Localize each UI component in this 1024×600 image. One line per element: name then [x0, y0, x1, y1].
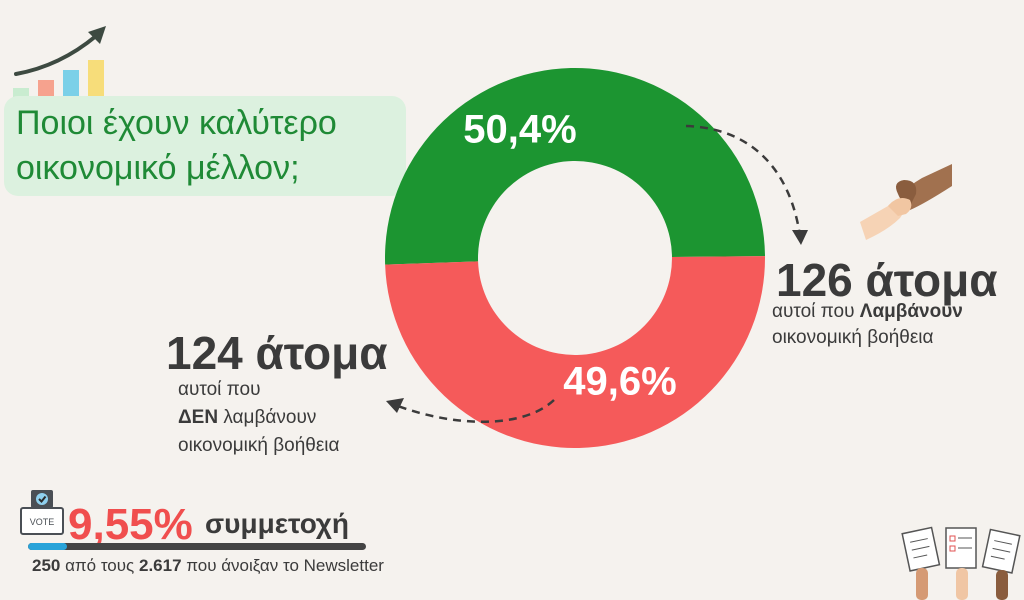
right-sub-bold: Λαμβάνουν [859, 301, 963, 322]
participation-note: 250 από τους 2.617 που άνοιξαν το Newsle… [32, 556, 384, 576]
left-sub-bold: ΔΕΝ [178, 407, 219, 428]
arrow-to-left-annotation [386, 398, 555, 423]
left-description: αυτοί που ΔΕΝ λαμβάνουν οικονομική βοήθε… [178, 376, 340, 460]
arrow-to-right-annotation [685, 124, 808, 245]
note-total: 2.617 [138, 556, 182, 575]
page-title: Ποιοι έχουν καλύτερο οικονομικό μέλλον; [16, 101, 416, 191]
helping-hand-icon [860, 164, 952, 240]
participation-progress-bar [28, 543, 366, 550]
slice-no-help [385, 256, 765, 448]
left-sub-line1: αυτοί που [178, 379, 261, 400]
participation-progress-fill [28, 543, 67, 550]
title-background [4, 96, 406, 196]
left-sub-after-bold: λαμβάνουν [218, 407, 317, 428]
note-count: 250 [32, 556, 61, 575]
note-mid: από τους [60, 556, 139, 575]
slice-receive-help [385, 68, 765, 265]
right-sub-pre: αυτοί που [772, 301, 860, 322]
participation-label: συμμετοχή [205, 508, 350, 539]
left-count: 124 άτομα [166, 327, 388, 379]
right-count: 126 άτομα [776, 254, 998, 306]
slice-label-no-help: 49,6% [563, 360, 676, 404]
vote-label: VOTE [30, 517, 55, 527]
note-end: που άνοιξαν το Newsletter [181, 556, 384, 575]
donut-chart: 50,4% 49,6% [385, 68, 765, 448]
right-sub-line2: οικονομική βοήθεια [772, 327, 934, 348]
bar-chart-growth-icon [13, 26, 106, 100]
slice-label-receive-help: 50,4% [463, 108, 576, 152]
participation-percent: 9,55% [68, 500, 193, 549]
title-line-2: οικονομικό μέλλον; [16, 149, 300, 187]
left-sub-line3: οικονομική βοήθεια [178, 435, 340, 456]
ballot-box-icon: VOTE [20, 490, 64, 535]
title-line-1: Ποιοι έχουν καλύτερο [16, 104, 337, 142]
raised-ballots-icon [901, 526, 1021, 600]
right-description: αυτοί που Λαμβάνουν οικονομική βοήθεια [772, 299, 963, 351]
